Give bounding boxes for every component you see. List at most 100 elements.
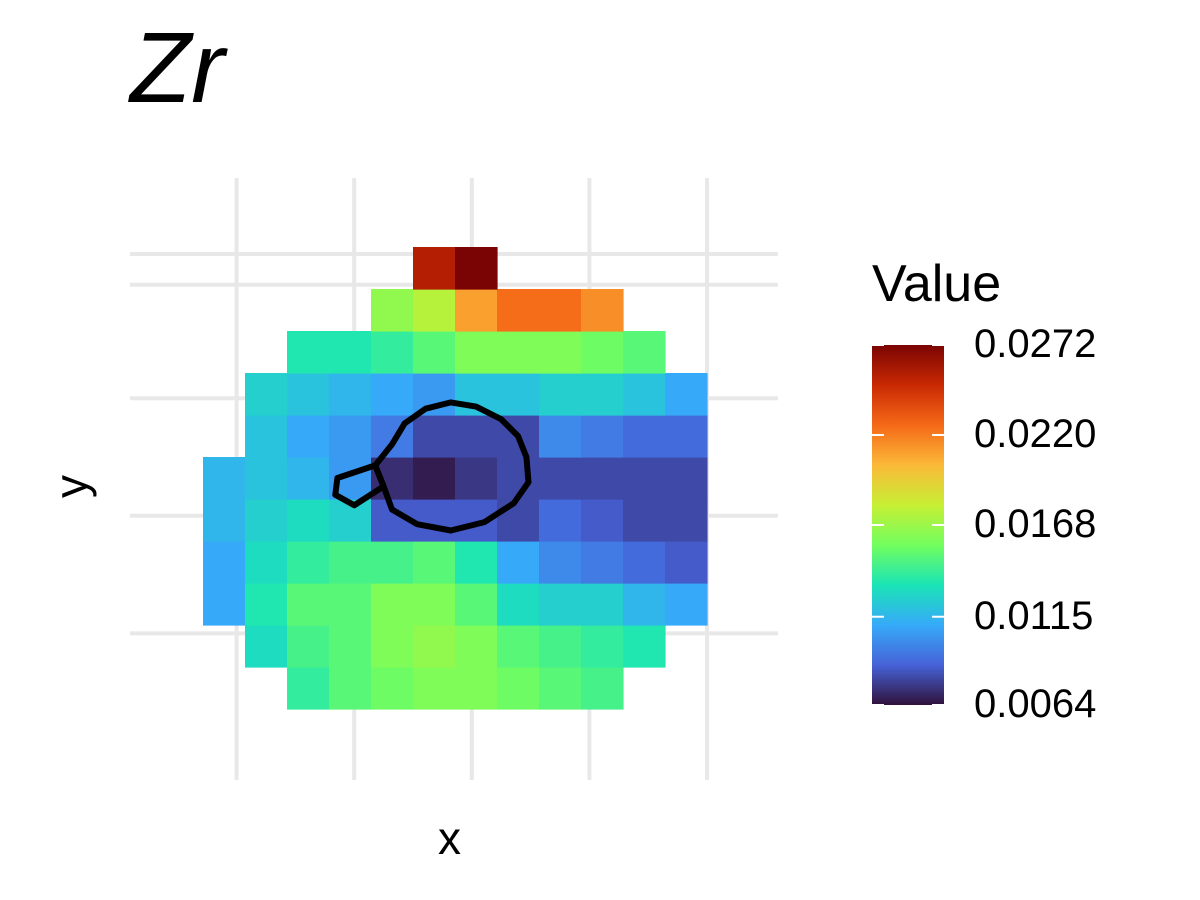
heatmap-cell xyxy=(539,415,582,458)
heatmap-cell xyxy=(539,625,582,668)
colorbar-tick-label: 0.0168 xyxy=(974,502,1097,546)
heatmap-cell xyxy=(623,625,666,668)
heatmap-cell xyxy=(581,373,624,416)
heatmap-cell xyxy=(497,541,540,584)
colorbar-tick-label: 0.0064 xyxy=(974,682,1097,726)
heatmap-cell xyxy=(539,331,582,374)
heatmap-cell xyxy=(413,583,456,626)
heatmap-cell xyxy=(329,415,372,458)
heatmap-cell xyxy=(455,583,498,626)
heatmap-cell xyxy=(497,583,540,626)
heatmap-cell xyxy=(413,667,456,710)
heatmap-cell xyxy=(413,499,456,542)
heatmap-cell xyxy=(287,415,330,458)
heatmap-cell xyxy=(455,247,498,290)
heatmap-cell xyxy=(287,625,330,668)
heatmap-cell xyxy=(287,373,330,416)
heatmap-cell xyxy=(539,499,582,542)
heatmap-cell xyxy=(413,331,456,374)
heatmap-cell xyxy=(329,583,372,626)
heatmap-cell xyxy=(245,583,288,626)
heatmap-cell xyxy=(497,289,540,332)
heatmap-cell xyxy=(581,289,624,332)
heatmap-cell xyxy=(287,457,330,500)
heatmap-cell xyxy=(203,499,246,542)
heatmap-cell xyxy=(455,331,498,374)
heatmap-cell xyxy=(413,415,456,458)
heatmap-cell xyxy=(581,583,624,626)
heatmap-cell xyxy=(329,331,372,374)
heatmap-cell xyxy=(287,499,330,542)
contour-outline xyxy=(332,399,532,534)
heatmap-cell xyxy=(581,415,624,458)
colorbar-tick-label: 0.0272 xyxy=(974,322,1097,366)
heatmap-cell xyxy=(665,499,708,542)
heatmap-cell xyxy=(287,541,330,584)
heatmap-cell xyxy=(623,583,666,626)
heatmap-cell xyxy=(245,625,288,668)
heatmap-cell xyxy=(371,583,414,626)
heatmap-cell xyxy=(413,247,456,290)
heatmap-cell xyxy=(329,625,372,668)
heatmap-cells xyxy=(203,247,708,710)
heatmap-cell xyxy=(623,499,666,542)
heatmap-cell xyxy=(413,625,456,668)
heatmap-cell xyxy=(665,583,708,626)
heatmap-cell xyxy=(623,415,666,458)
heatmap-cell xyxy=(623,457,666,500)
heatmap-cell xyxy=(539,667,582,710)
heatmap-cell xyxy=(245,541,288,584)
heatmap-cell xyxy=(497,499,540,542)
heatmap-cell xyxy=(497,331,540,374)
heatmap-cell xyxy=(413,289,456,332)
heatmap-cell xyxy=(665,415,708,458)
heatmap-cell xyxy=(455,667,498,710)
heatmap-cell xyxy=(455,415,498,458)
heatmap-cell xyxy=(245,373,288,416)
heatmap-cell xyxy=(371,541,414,584)
heatmap-cell xyxy=(413,541,456,584)
heatmap-cell xyxy=(623,331,666,374)
heatmap-cell xyxy=(203,541,246,584)
y-axis-label: y xyxy=(45,475,97,498)
heatmap-cell xyxy=(623,541,666,584)
heatmap-cell xyxy=(539,373,582,416)
heatmap-cell xyxy=(245,415,288,458)
heatmap-cell xyxy=(371,289,414,332)
heatmap-cell xyxy=(245,457,288,500)
contour-polygon-1 xyxy=(332,462,387,509)
heatmap-cell xyxy=(539,457,582,500)
heatmap-cell xyxy=(203,457,246,500)
heatmap-cell xyxy=(455,457,498,500)
heatmap-cell xyxy=(497,667,540,710)
heatmap-cell xyxy=(497,625,540,668)
heatmap-cell xyxy=(497,373,540,416)
heatmap-cell xyxy=(329,541,372,584)
heatmap-cell xyxy=(665,457,708,500)
colorbar-tick-label: 0.0220 xyxy=(974,412,1097,456)
heatmap-cell xyxy=(287,667,330,710)
heatmap-cell xyxy=(329,373,372,416)
heatmap-cell xyxy=(581,667,624,710)
heatmap-cell xyxy=(581,457,624,500)
heatmap-cell xyxy=(581,625,624,668)
heatmap-cell xyxy=(539,583,582,626)
heatmap-cell xyxy=(665,373,708,416)
x-axis-label: x xyxy=(438,812,461,864)
colorbar xyxy=(872,344,944,706)
colorbar-title: Value xyxy=(872,255,1002,313)
heatmap-cell xyxy=(623,373,666,416)
heatmap-cell xyxy=(371,373,414,416)
contour-polygon-0 xyxy=(372,399,532,534)
heatmap-cell xyxy=(371,625,414,668)
colorbar-tick-label: 0.0115 xyxy=(974,593,1094,638)
heatmap-cell xyxy=(203,583,246,626)
heatmap-cell xyxy=(581,331,624,374)
heatmap-cell xyxy=(371,331,414,374)
heatmap-cell xyxy=(245,499,288,542)
heatmap-cell xyxy=(371,667,414,710)
heatmap-cell xyxy=(581,499,624,542)
heatmap-cell xyxy=(665,541,708,584)
colorbar-tick-marks xyxy=(872,344,944,706)
